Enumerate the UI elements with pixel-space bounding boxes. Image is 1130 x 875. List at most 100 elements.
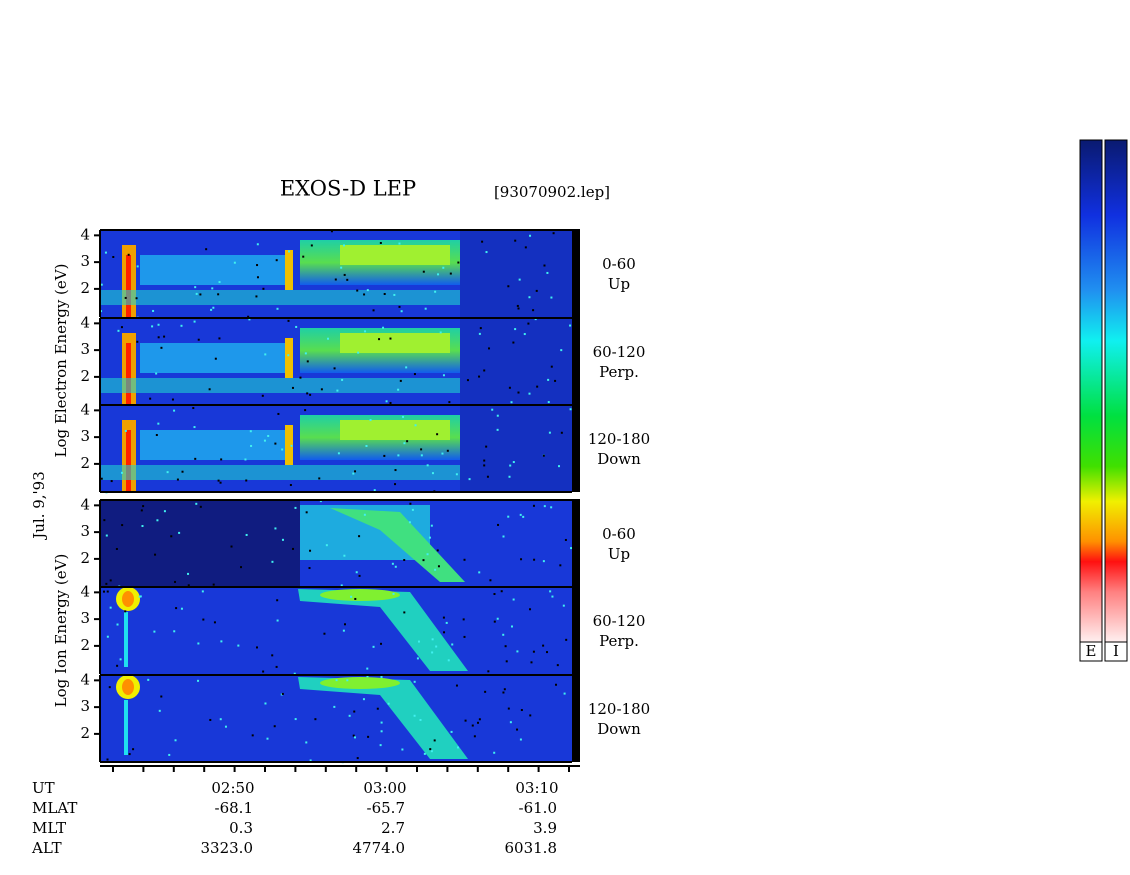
spectrogram-feature: [126, 255, 131, 317]
speckle: [367, 735, 370, 738]
speckle: [549, 590, 552, 593]
speckle: [559, 564, 562, 567]
speckle: [152, 309, 155, 312]
panel-edge: [572, 318, 580, 405]
speckle: [399, 379, 402, 382]
speckle: [264, 702, 267, 705]
speckle: [156, 519, 159, 522]
speckle: [132, 748, 135, 751]
speckle: [478, 375, 481, 378]
speckle: [434, 290, 437, 293]
speckle: [382, 326, 385, 329]
speckle: [423, 752, 426, 755]
y-tick-label: 3: [80, 427, 90, 445]
speckle: [408, 521, 411, 524]
speckle: [212, 583, 215, 586]
speckle: [109, 579, 112, 582]
speckle: [426, 553, 429, 556]
speckle: [293, 672, 296, 675]
speckle: [554, 379, 557, 382]
speckle: [218, 337, 221, 340]
speckle: [128, 753, 131, 756]
speckle: [532, 309, 535, 312]
speckle: [170, 535, 173, 538]
speckle: [445, 621, 448, 624]
spectrogram-feature: [126, 343, 131, 405]
speckle: [497, 523, 500, 526]
panel-edge: [572, 675, 580, 762]
speckle: [400, 310, 403, 313]
speckle: [550, 296, 553, 299]
speckle: [135, 297, 138, 300]
speckle: [483, 369, 486, 372]
speckle: [157, 323, 160, 326]
spectrogram-feature: [100, 465, 460, 480]
speckle: [502, 535, 505, 538]
speckle: [366, 289, 369, 292]
spectrogram-feature: [124, 612, 128, 667]
speckle: [124, 296, 127, 299]
speckle: [213, 621, 216, 624]
speckle: [106, 590, 109, 593]
speckle: [219, 718, 222, 721]
speckle: [536, 385, 539, 388]
speckle: [337, 452, 340, 455]
speckle: [266, 737, 269, 740]
speckle: [340, 266, 343, 269]
speckle: [314, 718, 317, 721]
speckle: [214, 357, 217, 360]
speckle: [391, 562, 394, 565]
speckle: [529, 714, 532, 717]
speckle: [441, 452, 444, 455]
speckle: [142, 505, 145, 508]
speckle: [563, 692, 566, 695]
speckle: [120, 471, 123, 474]
speckle: [218, 281, 221, 284]
speckle: [517, 307, 520, 310]
speckle: [151, 325, 154, 328]
speckle: [413, 680, 416, 683]
row-label: MLT: [32, 819, 66, 837]
speckle: [403, 442, 406, 445]
speckle: [352, 472, 355, 475]
y-tick-label: 3: [80, 609, 90, 627]
speckle: [398, 242, 401, 245]
speckle: [365, 444, 368, 447]
speckle: [478, 718, 481, 721]
speckle: [496, 414, 499, 417]
speckle: [550, 506, 553, 509]
row-value: -68.1: [215, 799, 253, 817]
speckle: [507, 707, 510, 710]
speckle: [442, 266, 445, 269]
speckle: [109, 606, 112, 609]
speckle: [527, 322, 530, 325]
speckle: [514, 239, 517, 242]
speckle: [518, 278, 521, 281]
speckle: [413, 714, 416, 717]
speckle: [115, 547, 118, 550]
speckle: [333, 367, 336, 370]
spectrogram-panel: 2 3 4: [80, 582, 580, 675]
speckle: [160, 346, 163, 349]
speckle: [174, 580, 177, 583]
speckle: [529, 234, 532, 237]
speckle: [543, 264, 546, 267]
y-tick-label: 3: [80, 522, 90, 540]
speckle: [116, 623, 119, 626]
speckle: [100, 310, 103, 313]
speckle: [112, 255, 115, 258]
speckle: [505, 660, 508, 663]
speckle: [424, 307, 427, 310]
speckle: [340, 584, 343, 587]
speckle: [551, 595, 554, 598]
speckle: [512, 461, 515, 464]
speckle: [197, 338, 200, 341]
speckle: [462, 618, 465, 621]
speckle: [100, 283, 103, 286]
speckle: [397, 454, 400, 457]
speckle: [106, 635, 109, 638]
speckle: [155, 434, 158, 437]
speckle: [434, 568, 437, 571]
speckle: [309, 393, 312, 396]
spectrogram-panel: 2 3 4: [80, 670, 580, 764]
